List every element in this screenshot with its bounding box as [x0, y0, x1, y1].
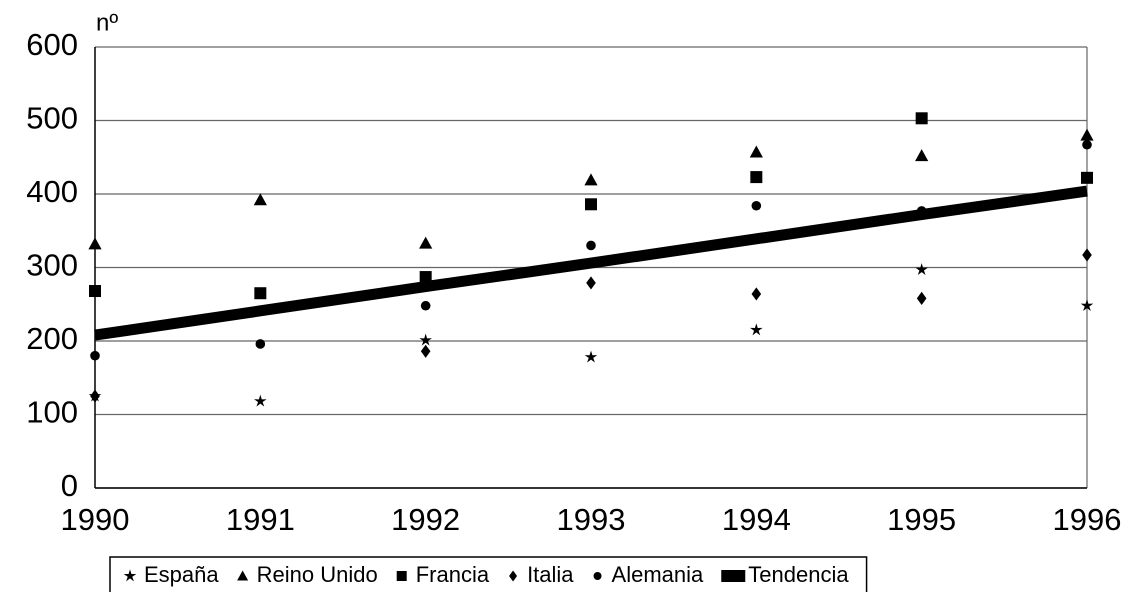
legend-marker — [593, 572, 602, 580]
y-tick-label: 200 — [26, 321, 78, 356]
data-point — [90, 389, 100, 403]
data-point — [90, 350, 100, 361]
data-point — [254, 394, 267, 407]
y-axis-label: nº — [96, 9, 118, 36]
y-tick-label: 0 — [61, 468, 78, 503]
data-point — [1080, 128, 1094, 141]
data-point — [751, 200, 762, 211]
data-point — [253, 193, 267, 206]
y-tick-label: 400 — [26, 174, 78, 209]
data-point — [254, 287, 267, 300]
data-point — [1082, 139, 1092, 150]
x-tick-label: 1991 — [226, 502, 295, 537]
data-point — [88, 237, 102, 250]
y-tick-label: 500 — [26, 101, 78, 136]
legend-marker — [237, 570, 249, 581]
x-tick-label: 1995 — [887, 502, 956, 537]
data-point — [915, 263, 928, 276]
data-point — [419, 333, 432, 346]
data-point — [89, 285, 101, 298]
data-point — [420, 344, 431, 358]
data-point — [584, 173, 598, 186]
data-point — [915, 149, 929, 162]
legend-label: Reino Unido — [257, 562, 378, 587]
legend-marker — [509, 570, 518, 582]
data-point — [750, 171, 763, 184]
x-tick-label: 1996 — [1053, 502, 1122, 537]
data-point — [751, 287, 762, 301]
data-point — [1081, 171, 1093, 184]
data-point — [420, 300, 431, 311]
y-tick-label: 100 — [26, 395, 78, 430]
legend-marker — [123, 569, 137, 582]
data-point — [584, 350, 598, 363]
data-point — [419, 271, 432, 284]
legend-label: Italia — [527, 562, 574, 587]
data-point — [749, 145, 763, 158]
x-tick-label: 1993 — [557, 502, 626, 537]
y-tick-label: 300 — [26, 248, 78, 283]
data-point — [915, 112, 928, 125]
legend-label: Francia — [416, 562, 490, 587]
data-point — [1082, 248, 1092, 262]
trend-line — [94, 185, 1088, 341]
legend-label: Alemania — [612, 562, 704, 587]
legend-marker — [721, 570, 746, 582]
x-tick-label: 1992 — [391, 502, 460, 537]
y-tick-label: 600 — [26, 27, 78, 62]
data-point — [586, 240, 596, 251]
x-tick-label: 1990 — [61, 502, 130, 537]
data-point — [1080, 299, 1094, 312]
data-point — [750, 323, 763, 336]
legend-label: España — [144, 562, 219, 587]
legend-marker — [396, 571, 407, 581]
data-point — [419, 236, 433, 249]
data-point — [585, 198, 597, 211]
data-point — [255, 339, 266, 349]
x-tick-label: 1994 — [722, 502, 791, 537]
data-point — [586, 276, 596, 290]
data-point — [916, 291, 927, 305]
legend-label: Tendencia — [748, 562, 849, 587]
